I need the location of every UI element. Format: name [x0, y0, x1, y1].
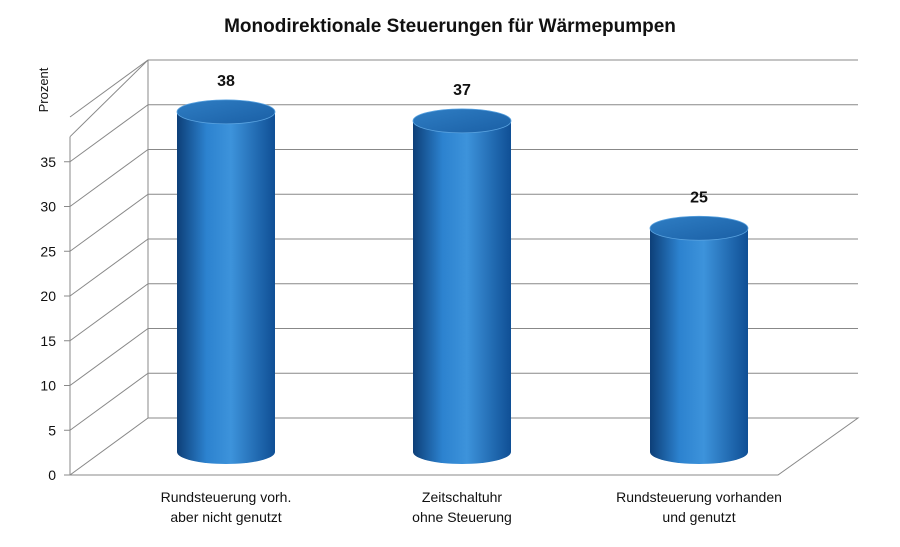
gridline-diagonal: [69, 149, 149, 207]
bar-top: [412, 108, 512, 134]
y-axis-ticks: 0 5 10 15 20 25 30 35: [40, 154, 70, 483]
x-tick-label: Zeitschaltuhr ohne Steuerung: [412, 489, 512, 525]
x-axis-categories: Rundsteuerung vorh. aber nicht genutzt Zei…: [161, 489, 782, 525]
bar: [176, 99, 276, 464]
gridline-diagonal: [69, 193, 149, 252]
y-tick-label: 30: [40, 199, 56, 215]
gridline-diagonal: [69, 372, 149, 431]
gridline-diagonal: [69, 59, 149, 118]
y-tick-label: 5: [48, 422, 56, 438]
chart-title: Monodirektionale Steuerungen für Wärmepu…: [224, 16, 676, 37]
y-tick-label: 25: [40, 243, 56, 259]
gridline-diagonal: [69, 104, 149, 163]
data-label: 25: [690, 189, 708, 206]
bar-body: [177, 111, 275, 464]
x-tick-label: Rundsteuerung vorh. aber nicht genutzt: [161, 489, 292, 525]
wall-top-edge: [69, 59, 149, 138]
y-tick-label: 10: [40, 378, 56, 394]
data-label: 37: [453, 82, 471, 99]
gridline-diagonal: [69, 283, 149, 342]
bar-top: [176, 99, 276, 125]
bar-body: [413, 120, 511, 464]
y-tick-label: 0: [48, 467, 56, 483]
data-labels: 38 37 25: [217, 73, 708, 206]
data-label: 38: [217, 73, 235, 90]
bar-body: [650, 228, 748, 464]
floor-plane: [68, 417, 860, 476]
y-tick-label: 35: [40, 154, 56, 170]
bar-top: [649, 215, 749, 241]
y-tick-label: 15: [40, 333, 56, 349]
gridline-diagonal: [69, 328, 149, 386]
y-tick-label: 20: [40, 288, 56, 304]
bar: [412, 108, 512, 464]
bar: [649, 215, 749, 464]
x-tick-label: Rundsteuerung vorhanden und genutzt: [616, 489, 782, 525]
y-axis-label: Prozent: [36, 67, 51, 112]
gridline-diagonal: [69, 238, 149, 297]
bars: [176, 99, 749, 464]
